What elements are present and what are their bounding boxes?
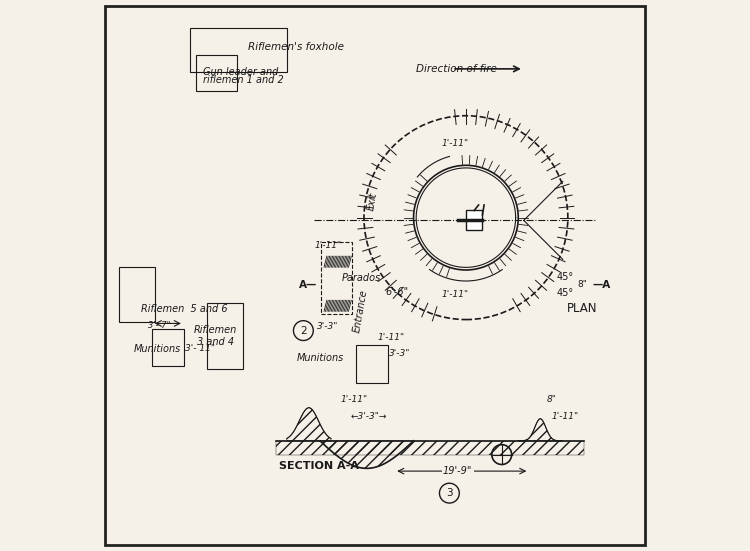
- Text: riflemen 1 and 2: riflemen 1 and 2: [203, 75, 284, 85]
- Text: 1'-11": 1'-11": [551, 412, 579, 420]
- Text: Parados: Parados: [342, 273, 381, 283]
- Text: 6'-6": 6'-6": [386, 287, 409, 297]
- Text: Munitions: Munitions: [134, 344, 182, 354]
- Bar: [196, 55, 237, 91]
- Text: 3'-3": 3'-3": [317, 322, 339, 331]
- Text: Munitions: Munitions: [296, 353, 344, 363]
- Bar: [118, 267, 154, 322]
- Text: 1'-11": 1'-11": [378, 333, 405, 342]
- Text: 3'- 11": 3'- 11": [185, 344, 215, 353]
- Bar: [466, 210, 482, 230]
- Text: Gun leader and: Gun leader and: [203, 67, 278, 77]
- Text: A—: A—: [299, 280, 317, 290]
- Text: Riflemen  5 and 6: Riflemen 5 and 6: [141, 304, 227, 314]
- Bar: [356, 345, 388, 383]
- Text: 1'-11": 1'-11": [441, 139, 469, 148]
- Text: 45°: 45°: [556, 288, 574, 298]
- Text: 1'-11": 1'-11": [314, 241, 342, 250]
- Bar: [152, 329, 184, 366]
- Text: —A: —A: [592, 280, 611, 290]
- Text: 8": 8": [547, 395, 556, 404]
- Text: SECTION A-A: SECTION A-A: [278, 461, 358, 471]
- Text: PLAN: PLAN: [566, 302, 597, 315]
- Text: Exit: Exit: [366, 191, 380, 211]
- Text: 2: 2: [300, 326, 307, 336]
- Text: 3'-3": 3'-3": [389, 349, 410, 358]
- Text: Entrance: Entrance: [352, 288, 369, 333]
- Text: Riflemen's foxhole: Riflemen's foxhole: [248, 42, 344, 52]
- Text: 19'-9": 19'-9": [443, 466, 472, 476]
- Text: 1'-11": 1'-11": [441, 290, 469, 299]
- Text: 3'- 7": 3'- 7": [148, 321, 171, 329]
- Text: Direction of fire: Direction of fire: [416, 64, 497, 74]
- Text: 3: 3: [446, 488, 453, 498]
- Text: 1'-11": 1'-11": [340, 395, 368, 404]
- Text: 8": 8": [578, 280, 588, 289]
- Text: ←3'-3"→: ←3'-3"→: [350, 412, 386, 420]
- Bar: [207, 303, 243, 369]
- Text: 45°: 45°: [556, 272, 574, 282]
- Text: Riflemen
3 and 4: Riflemen 3 and 4: [194, 325, 237, 347]
